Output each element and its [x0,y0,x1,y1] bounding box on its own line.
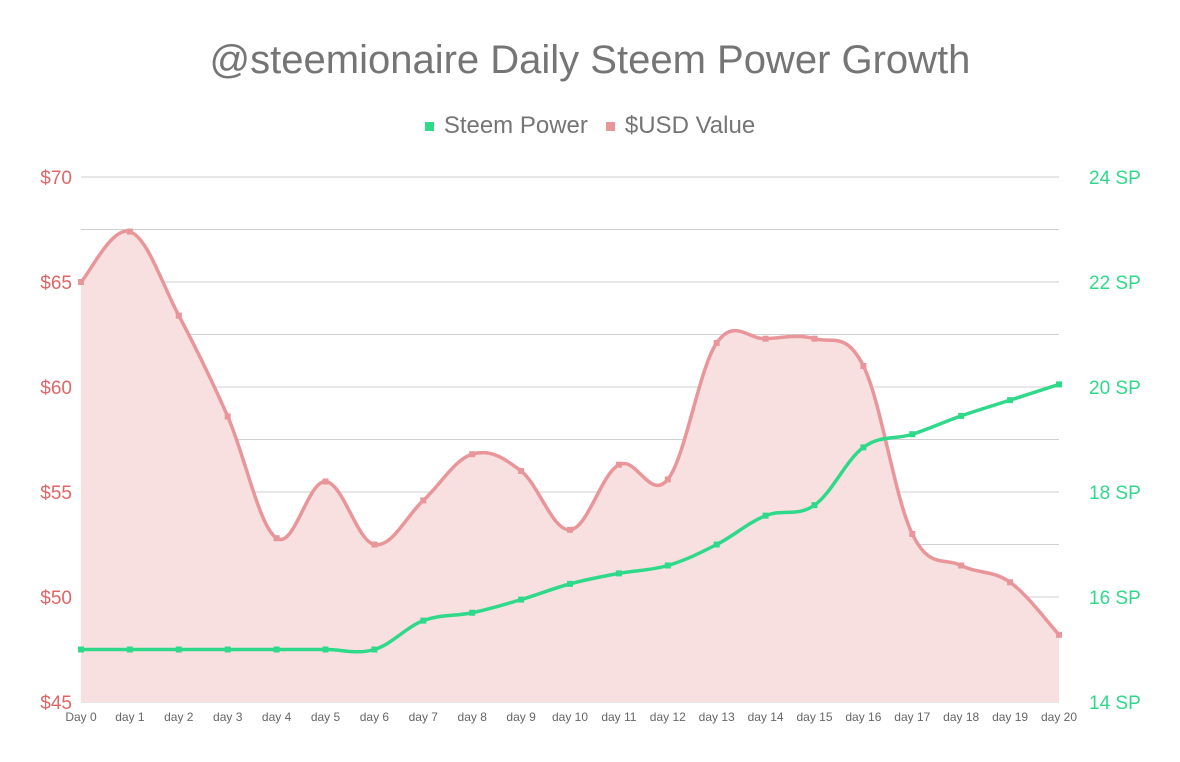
usd-value-point-0 [78,279,84,285]
x-tick-label: day 4 [262,710,292,724]
x-tick-label: day 2 [164,710,194,724]
legend-swatch-usd-value [605,121,615,131]
steem-power-point-16 [860,444,867,451]
y-right-tick-label: 24 SP [1089,168,1141,189]
steem-power-point-4 [273,646,280,653]
y-right-tick-label: 14 SP [1089,693,1141,714]
steem-power-point-9 [518,596,525,603]
y-right-tick-label: 22 SP [1089,273,1141,294]
x-tick-label: day 1 [115,710,145,724]
usd-value-point-17 [909,531,916,537]
legend-item-steem-power[interactable]: Steem Power [424,112,588,140]
x-tick-label: day 9 [506,710,536,724]
y-left-tick-label: $45 [40,693,72,714]
steem-power-point-14 [762,512,769,519]
usd-value-point-13 [713,339,720,346]
steem-power-point-5 [322,646,329,653]
usd-value-point-19 [1007,579,1014,586]
steem-power-point-2 [175,646,182,653]
usd-value-point-14 [762,335,769,342]
steem-power-point-8 [469,609,476,616]
x-tick-label: Day 0 [65,710,97,724]
steem-power-point-12 [664,562,671,569]
y-left-tick-label: $70 [40,168,72,189]
steem-power-point-7 [420,617,427,624]
steem-power-point-6 [371,646,378,653]
legend-label-steem-power: Steem Power [443,112,588,139]
usd-value-point-11 [615,461,622,468]
usd-value-point-9 [518,468,525,474]
usd-value-point-1 [126,228,133,235]
steem-power-point-13 [713,541,720,548]
usd-value-point-18 [958,562,965,569]
usd-value-point-7 [420,497,427,504]
x-tick-label: day 5 [311,710,341,724]
legend: Steem Power $USD Value [0,112,1180,140]
steem-power-point-3 [224,646,231,653]
x-tick-label: day 16 [845,710,881,724]
y-right-tick-label: 18 SP [1089,483,1141,504]
x-tick-label: day 3 [213,710,243,724]
x-tick-label: day 8 [458,710,488,724]
x-tick-label: day 13 [699,710,735,724]
x-tick-label: day 7 [409,710,439,724]
legend-label-usd-value: $USD Value [624,112,756,139]
usd-value-point-12 [664,476,671,483]
usd-value-point-15 [811,335,818,342]
x-tick-label: day 10 [552,710,588,724]
legend-item-usd-value[interactable]: $USD Value [605,112,756,140]
usd-value-point-20 [1056,631,1062,638]
x-tick-label: day 12 [650,710,686,724]
steem-power-point-20 [1056,381,1062,388]
y-left-tick-label: $55 [40,483,72,504]
steem-power-point-19 [1007,397,1014,404]
usd-value-point-10 [567,526,573,533]
y-right-tick-label: 20 SP [1089,378,1141,399]
usd-value-point-16 [860,363,867,369]
steem-power-point-0 [78,646,84,653]
y-left-tick-label: $60 [40,378,72,399]
y-right-tick-label: 16 SP [1089,588,1141,609]
usd-value-area [81,231,1059,702]
steem-power-point-17 [909,431,916,438]
x-tick-label: day 17 [894,710,930,724]
legend-swatch-steem-power [424,121,434,131]
x-tick-label: day 18 [943,710,979,724]
x-tick-label: day 6 [360,710,390,724]
usd-value-point-4 [273,535,280,542]
usd-value-point-2 [175,312,182,319]
usd-value-point-5 [322,478,329,485]
steem-power-point-1 [126,646,133,653]
usd-value-point-8 [469,451,476,458]
x-tick-label: day 19 [992,710,1028,724]
y-left-tick-label: $65 [40,273,72,294]
usd-value-point-6 [371,541,378,548]
x-tick-label: day 14 [748,710,784,724]
steem-power-point-18 [958,412,965,419]
y-left-tick-label: $50 [40,588,72,609]
x-tick-label: day 20 [1041,710,1077,724]
steem-power-point-10 [567,580,573,587]
steem-power-point-15 [811,502,818,509]
x-tick-label: day 15 [796,710,832,724]
chart-title: @steemionaire Daily Steem Power Growth [209,38,971,82]
steem-power-point-11 [615,570,622,577]
usd-value-point-3 [224,413,231,420]
x-tick-label: day 11 [601,710,636,724]
